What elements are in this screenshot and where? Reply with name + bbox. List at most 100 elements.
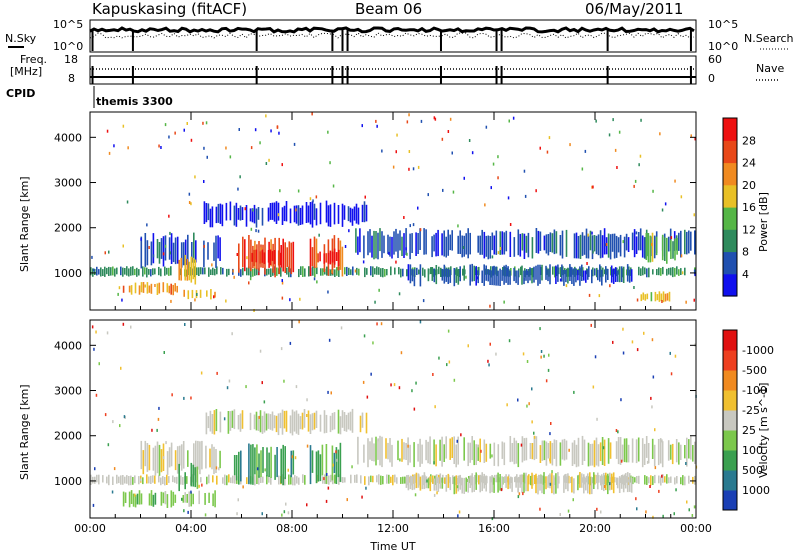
heat-cell (250, 239, 252, 272)
heat-cell (186, 494, 188, 503)
heat-cell (228, 474, 230, 483)
nsky-label: N.Sky (5, 32, 37, 45)
heat-speck (670, 236, 673, 240)
heat-speck (380, 322, 383, 326)
colorbar-segment (723, 410, 737, 431)
heat-cell (624, 474, 626, 486)
heat-cell (668, 477, 670, 484)
heat-speck (565, 284, 568, 288)
heat-cell (449, 438, 451, 460)
heat-cell (670, 239, 672, 259)
heat-cell (565, 270, 567, 283)
heat-cell (664, 476, 666, 483)
heat-cell (648, 477, 650, 484)
heat-cell (134, 475, 136, 484)
heat-cell (240, 450, 242, 482)
heat-cell (413, 269, 416, 287)
heat-cell (409, 477, 412, 490)
heat-cell (271, 411, 274, 431)
heat-cell (325, 200, 328, 223)
heat-cell (148, 269, 150, 275)
heat-cell (626, 264, 629, 282)
heat-speck (276, 125, 279, 129)
velocity-heatmap (90, 320, 698, 521)
heat-cell (108, 474, 110, 486)
heat-cell (437, 229, 439, 257)
heat-speck (181, 497, 183, 501)
heat-cell (618, 476, 621, 493)
heat-cell (545, 441, 548, 466)
heat-cell (577, 475, 579, 491)
heat-speck (476, 276, 478, 280)
heat-cell (605, 472, 607, 491)
heat-speck (631, 340, 634, 344)
heat-cell (648, 267, 650, 278)
heat-cell (433, 234, 435, 252)
heat-speck (281, 163, 283, 167)
heat-speck (204, 513, 207, 517)
heat-cell (573, 440, 576, 465)
heat-cell (678, 269, 680, 276)
heat-cell (294, 475, 296, 486)
heat-cell (265, 413, 268, 431)
heat-speck (277, 213, 280, 217)
heat-speck (526, 404, 528, 408)
heat-cell (485, 235, 488, 257)
heat-speck (327, 486, 330, 490)
heat-cell (366, 268, 368, 275)
heat-speck (612, 118, 614, 122)
heat-cell (640, 294, 643, 302)
heat-cell (180, 257, 182, 281)
heat-cell (204, 493, 206, 505)
heat-cell (126, 266, 128, 276)
heat-speck (330, 391, 332, 395)
heat-cell (289, 415, 292, 434)
heat-cell (533, 436, 536, 461)
heat-cell (453, 436, 455, 464)
heat-cell (573, 268, 575, 286)
heat-cell (403, 233, 405, 258)
heat-cell (419, 264, 422, 287)
heat-cell (389, 236, 391, 257)
heat-cell (142, 450, 145, 475)
heat-cell (495, 266, 497, 286)
heat-cell (313, 412, 316, 430)
heat-cell (251, 208, 254, 223)
heat-speck (289, 341, 292, 345)
heat-cell (197, 440, 199, 470)
heat-cell (273, 250, 276, 265)
heat-cell (453, 476, 456, 495)
heat-cell (639, 228, 642, 251)
heat-cell (219, 411, 222, 433)
heat-cell (146, 443, 149, 472)
heat-cell (447, 473, 450, 488)
heat-cell (511, 443, 514, 462)
heat-cell (656, 294, 659, 301)
heat-cell (575, 232, 578, 259)
heat-speck (447, 329, 450, 333)
heat-cell (216, 475, 218, 485)
heat-cell (534, 475, 536, 484)
heat-speck (264, 468, 266, 472)
heat-cell (341, 203, 344, 227)
heat-speck (93, 347, 95, 351)
heat-cell (530, 475, 532, 486)
heat-speck (652, 375, 655, 379)
heat-cell (415, 472, 418, 489)
heat-cell (140, 493, 143, 505)
heat-cell (309, 202, 312, 225)
heat-cell (525, 235, 528, 253)
heat-cell (356, 267, 358, 275)
heat-cell (690, 231, 692, 251)
heat-cell (643, 237, 646, 259)
heat-speck (690, 134, 692, 138)
heat-cell (158, 282, 161, 294)
heat-cell (94, 476, 96, 484)
heat-speck (294, 456, 297, 460)
heat-cell (252, 268, 254, 277)
heat-cell (116, 474, 118, 484)
heat-cell (485, 443, 488, 462)
heat-cell (630, 269, 633, 282)
heat-cell (390, 476, 392, 483)
